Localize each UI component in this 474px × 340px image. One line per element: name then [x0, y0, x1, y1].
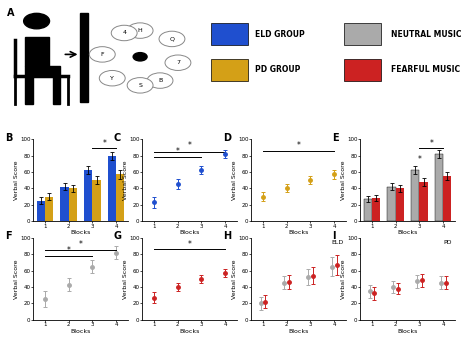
- Polygon shape: [53, 76, 61, 104]
- Bar: [364, 199, 372, 221]
- Y-axis label: Verbal Score: Verbal Score: [123, 160, 128, 200]
- Bar: [45, 197, 53, 221]
- Bar: [443, 176, 451, 221]
- X-axis label: Blocks: Blocks: [71, 230, 91, 235]
- Polygon shape: [25, 37, 48, 66]
- Text: H: H: [223, 232, 231, 241]
- Text: Q: Q: [170, 36, 174, 41]
- Bar: [211, 23, 247, 45]
- Text: S: S: [138, 83, 142, 88]
- X-axis label: Blocks: Blocks: [398, 230, 418, 235]
- Text: F: F: [100, 52, 104, 57]
- Text: C: C: [114, 133, 121, 143]
- Circle shape: [99, 70, 125, 86]
- Text: E: E: [332, 133, 338, 143]
- Text: I: I: [332, 232, 335, 241]
- Circle shape: [127, 23, 153, 38]
- Y-axis label: Verbal Score: Verbal Score: [14, 259, 18, 299]
- Text: *: *: [188, 240, 191, 249]
- Text: 7: 7: [176, 60, 180, 65]
- Text: *: *: [79, 240, 82, 249]
- Text: G: G: [114, 232, 122, 241]
- Text: PD: PD: [444, 240, 452, 245]
- Text: Y: Y: [110, 76, 114, 81]
- Y-axis label: Verbal Score: Verbal Score: [14, 160, 18, 200]
- Bar: [344, 59, 381, 81]
- Bar: [411, 170, 419, 221]
- Circle shape: [111, 25, 137, 41]
- Text: 4: 4: [122, 31, 126, 35]
- Bar: [419, 182, 428, 221]
- Bar: [36, 201, 45, 221]
- Bar: [92, 180, 100, 221]
- Bar: [84, 170, 92, 221]
- Circle shape: [24, 13, 49, 29]
- Y-axis label: Verbal Score: Verbal Score: [232, 259, 237, 299]
- Text: FEARFUL MUSIC: FEARFUL MUSIC: [391, 65, 460, 74]
- Y-axis label: Verbal Score: Verbal Score: [123, 259, 128, 299]
- Text: *: *: [102, 139, 106, 148]
- Text: PD GROUP: PD GROUP: [255, 65, 301, 74]
- Circle shape: [165, 55, 191, 70]
- Bar: [387, 187, 396, 221]
- Circle shape: [147, 73, 173, 88]
- Bar: [211, 59, 247, 81]
- Bar: [344, 23, 381, 45]
- Polygon shape: [25, 66, 61, 76]
- Circle shape: [159, 31, 185, 47]
- Text: F: F: [5, 232, 11, 241]
- Text: *: *: [67, 246, 71, 255]
- Text: ELD GROUP: ELD GROUP: [255, 30, 305, 39]
- Text: B: B: [158, 78, 162, 83]
- Text: *: *: [176, 147, 180, 156]
- Bar: [108, 156, 116, 221]
- Text: *: *: [297, 141, 301, 150]
- X-axis label: Blocks: Blocks: [398, 329, 418, 334]
- Y-axis label: Verbal Score: Verbal Score: [341, 160, 346, 200]
- Y-axis label: Verbal Score: Verbal Score: [341, 259, 346, 299]
- Circle shape: [89, 47, 115, 62]
- Text: D: D: [223, 133, 231, 143]
- X-axis label: Blocks: Blocks: [180, 329, 200, 334]
- X-axis label: Blocks: Blocks: [289, 329, 309, 334]
- Bar: [61, 187, 69, 221]
- Circle shape: [133, 53, 147, 61]
- X-axis label: Blocks: Blocks: [180, 230, 200, 235]
- Y-axis label: Verbal Score: Verbal Score: [232, 160, 237, 200]
- Text: H: H: [138, 28, 143, 33]
- Bar: [69, 188, 77, 221]
- Text: A: A: [7, 8, 14, 18]
- Text: *: *: [418, 155, 421, 164]
- Bar: [116, 174, 124, 221]
- Bar: [435, 154, 443, 221]
- X-axis label: Blocks: Blocks: [289, 230, 309, 235]
- Polygon shape: [25, 76, 33, 104]
- Text: *: *: [429, 139, 433, 148]
- Text: ELD: ELD: [331, 240, 343, 245]
- Polygon shape: [81, 13, 88, 102]
- Text: B: B: [5, 133, 12, 143]
- Bar: [396, 188, 404, 221]
- X-axis label: Blocks: Blocks: [71, 329, 91, 334]
- Bar: [372, 198, 380, 221]
- Text: NEUTRAL MUSIC: NEUTRAL MUSIC: [391, 30, 462, 39]
- Circle shape: [127, 78, 153, 93]
- Text: *: *: [188, 141, 191, 150]
